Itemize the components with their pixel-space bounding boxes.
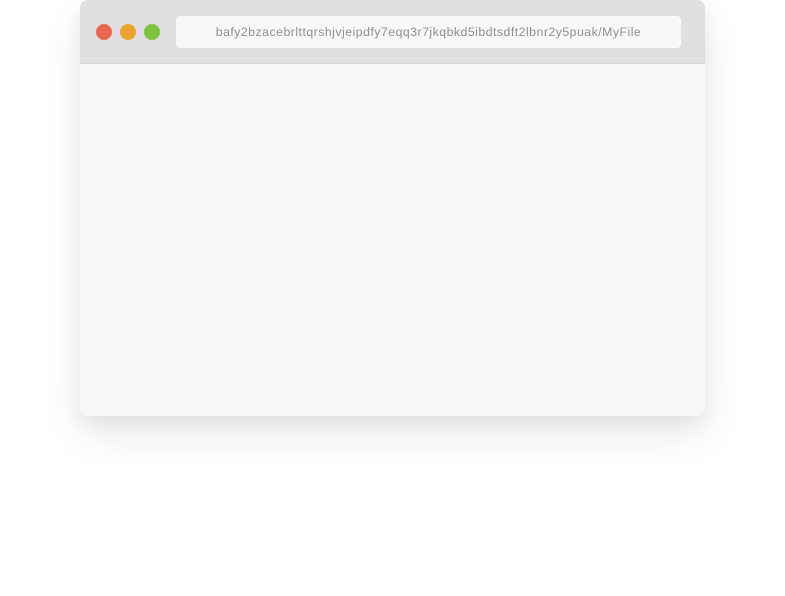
browser-window: bafy2bzacebrlttqrshjvjeipdfy7eqq3r7jkqbk… <box>80 0 705 416</box>
close-icon[interactable] <box>96 24 112 40</box>
address-bar[interactable]: bafy2bzacebrlttqrshjvjeipdfy7eqq3r7jkqbk… <box>176 16 681 48</box>
minimize-icon[interactable] <box>120 24 136 40</box>
maximize-icon[interactable] <box>144 24 160 40</box>
address-text: bafy2bzacebrlttqrshjvjeipdfy7eqq3r7jkqbk… <box>215 24 642 39</box>
window-titlebar: bafy2bzacebrlttqrshjvjeipdfy7eqq3r7jkqbk… <box>80 0 705 64</box>
page-content <box>80 64 705 416</box>
